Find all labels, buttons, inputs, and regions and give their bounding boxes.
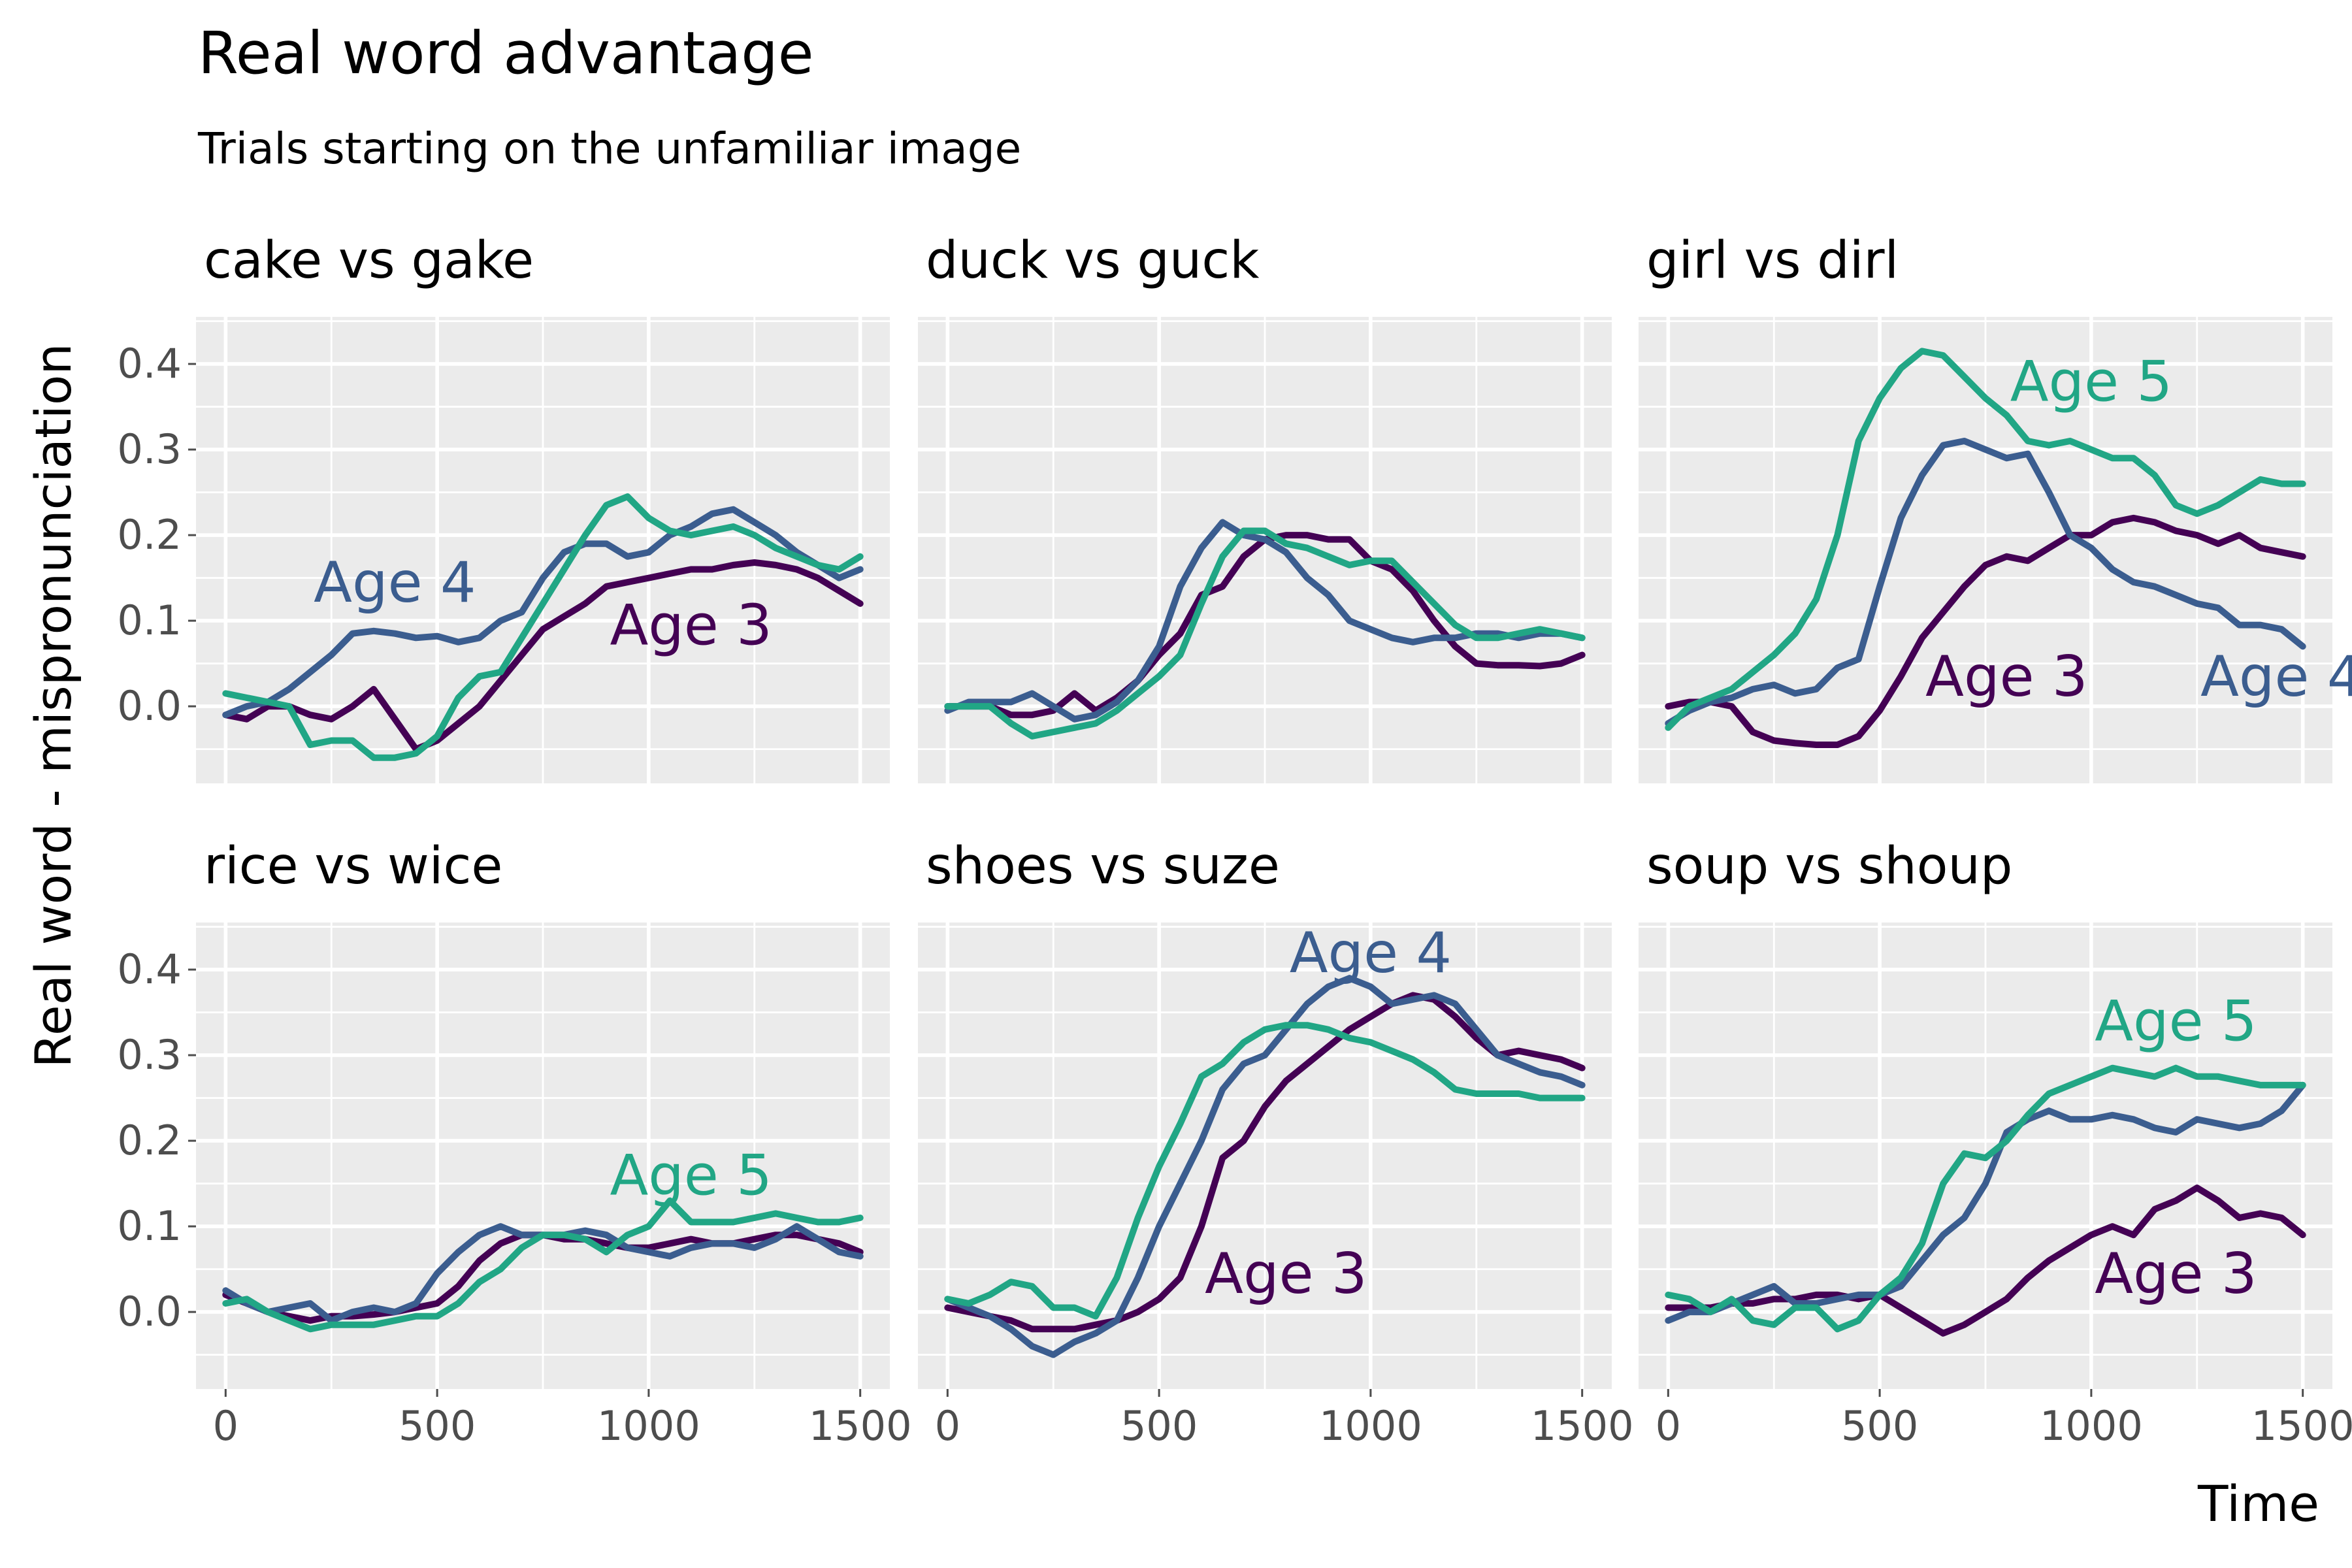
x-tick-label: 0 xyxy=(1656,1402,1681,1450)
x-tick-label: 1500 xyxy=(1531,1402,1634,1450)
chart-subtitle: Trials starting on the unfamiliar image xyxy=(197,123,1021,174)
y-tick-label: 0.2 xyxy=(117,511,182,559)
series-label-age-4: Age 4 xyxy=(314,550,476,615)
series-label-age-3: Age 3 xyxy=(610,593,772,659)
facet-title: cake vs gake xyxy=(204,231,534,290)
facet-panel-2: duck vs guck xyxy=(918,231,1612,783)
y-tick-label: 0.3 xyxy=(117,425,182,473)
series-label-age-4: Age 4 xyxy=(1290,921,1452,986)
series-label-age-5: Age 5 xyxy=(2095,989,2257,1054)
facet-panels: cake vs gake 0.0 0.1 0.2 0.3 0.4 Age 4 Age 3 duc… xyxy=(117,231,2352,1450)
series-line-age-5 xyxy=(222,1197,864,1333)
series-line-age-4 xyxy=(1665,1081,2306,1324)
facet-title: duck vs guck xyxy=(926,231,1259,290)
x-tick-label: 500 xyxy=(1120,1402,1198,1450)
series-line-age-5 xyxy=(944,1022,1586,1320)
facet-panel-6: soup vs shoup 0 500 1000 1500 Age 5 Age 3 xyxy=(1639,837,2352,1450)
series-line-age-3 xyxy=(1665,1184,2306,1337)
y-tick-label: 0.1 xyxy=(117,1202,182,1250)
series-line-age-3 xyxy=(222,559,864,753)
y-tick-label: 0.2 xyxy=(117,1117,182,1164)
x-tick-label: 0 xyxy=(935,1402,960,1450)
x-tick-label: 1000 xyxy=(2040,1402,2143,1450)
series-label-age-4: Age 4 xyxy=(2200,644,2352,710)
y-tick-label: 0.0 xyxy=(117,682,182,730)
y-tick-label: 0.3 xyxy=(117,1031,182,1079)
series-line-age-4 xyxy=(944,519,1586,723)
series-line-age-4 xyxy=(222,506,864,719)
series-line-age-3 xyxy=(1665,514,2306,748)
series-line-age-5 xyxy=(1665,1064,2306,1333)
series-line-age-5 xyxy=(222,493,864,761)
series-line-age-5 xyxy=(944,527,1586,740)
y-tick-label: 0.0 xyxy=(117,1288,182,1335)
facet-title: soup vs shoup xyxy=(1646,837,2012,896)
facet-panel-4: rice vs wice 0.0 0.1 0.2 0.3 0.4 0 500 1000 1500 A… xyxy=(117,837,911,1450)
facet-panel-5: shoes vs suze 0 500 1000 1500 Age 4 Age 3 xyxy=(918,837,1634,1450)
y-tick-label: 0.1 xyxy=(117,596,182,644)
y-tick-label: 0.4 xyxy=(117,340,182,387)
x-tick-label: 1500 xyxy=(2251,1402,2352,1450)
series-line-age-4 xyxy=(1665,438,2306,727)
series-line-age-4 xyxy=(944,975,1586,1358)
x-tick-label: 500 xyxy=(399,1402,476,1450)
x-axis-title: Time xyxy=(2197,1475,2319,1533)
chart-title: Real word advantage xyxy=(198,19,814,87)
series-label-age-3: Age 3 xyxy=(1205,1241,1367,1307)
y-tick-label: 0.4 xyxy=(117,945,182,993)
facet-title: rice vs wice xyxy=(204,837,502,896)
series-label-age-3: Age 3 xyxy=(2095,1241,2257,1307)
series-label-age-3: Age 3 xyxy=(1925,644,2087,710)
facet-panel-3: girl vs dirl Age 5 Age 3 Age 4 xyxy=(1639,231,2352,783)
facet-panel-1: cake vs gake 0.0 0.1 0.2 0.3 0.4 Age 4 Age 3 xyxy=(117,231,890,783)
y-axis-title: Real word - mispronunciation xyxy=(24,343,82,1068)
x-tick-label: 500 xyxy=(1841,1402,1918,1450)
series-line-age-3 xyxy=(944,992,1586,1333)
x-tick-label: 1500 xyxy=(809,1402,912,1450)
x-tick-label: 0 xyxy=(213,1402,238,1450)
facet-title: shoes vs suze xyxy=(926,837,1280,896)
x-tick-label: 1000 xyxy=(597,1402,700,1450)
series-label-age-5: Age 5 xyxy=(610,1143,772,1208)
x-tick-label: 1000 xyxy=(1319,1402,1422,1450)
series-line-age-5 xyxy=(1665,348,2306,731)
facet-title: girl vs dirl xyxy=(1646,231,1899,290)
series-label-age-5: Age 5 xyxy=(2010,349,2172,414)
